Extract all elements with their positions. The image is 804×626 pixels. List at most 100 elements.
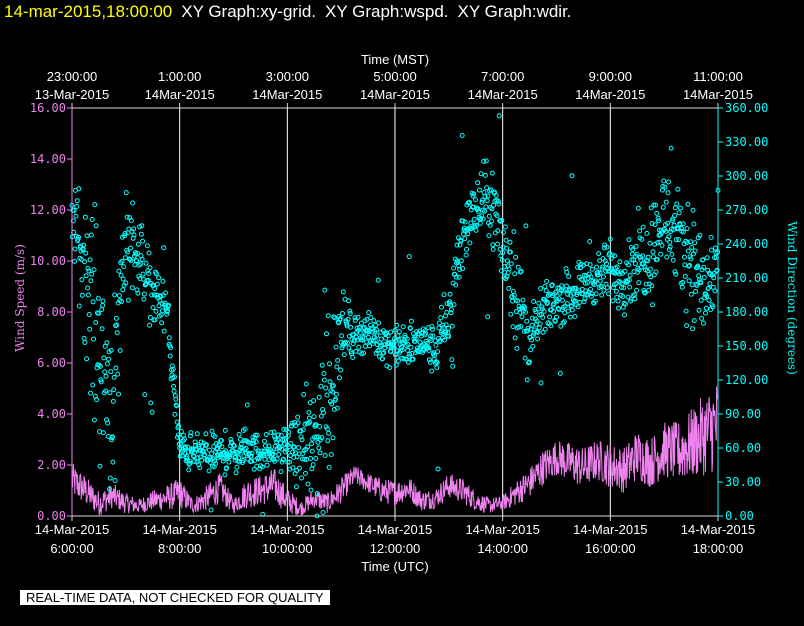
wind-direction-point <box>542 284 548 289</box>
wind-direction-point <box>678 225 684 231</box>
wind-direction-point <box>391 344 397 350</box>
wind-direction-point <box>108 347 114 353</box>
wind-direction-point <box>274 456 280 462</box>
wind-direction-point <box>106 356 112 362</box>
wind-direction-point <box>650 249 656 255</box>
left-tick-label-6: 12.00 <box>30 203 66 217</box>
wind-direction-point <box>460 266 466 272</box>
wind-direction-point <box>107 390 113 396</box>
wind-direction-point <box>160 278 166 284</box>
wind-direction-point <box>701 264 707 270</box>
wind-direction-point <box>206 447 212 453</box>
wind-direction-point <box>516 324 522 330</box>
wind-direction-point <box>379 342 385 348</box>
wind-direction-point <box>429 324 435 329</box>
wind-direction-point <box>482 208 488 214</box>
wind-direction-point <box>286 429 292 435</box>
wind-direction-point <box>308 487 314 493</box>
wind-direction-point <box>76 234 81 240</box>
right-tick-label-5: 150.00 <box>725 339 768 353</box>
wind-direction-point <box>662 184 668 190</box>
wind-direction-point <box>427 359 433 365</box>
wind-direction-point <box>122 255 128 261</box>
wind-direction-point <box>100 302 106 308</box>
wind-direction-point <box>123 280 129 286</box>
wind-direction-point <box>447 291 453 297</box>
wind-direction-point <box>206 468 212 474</box>
wind-direction-point <box>628 298 634 304</box>
wind-direction-point <box>301 392 307 397</box>
top-tick-date-0: 13-Mar-2015 <box>35 87 109 102</box>
wind-direction-point <box>685 201 691 207</box>
wind-direction-point <box>450 363 456 369</box>
wind-direction-point <box>710 304 716 310</box>
wind-direction-point <box>135 290 141 296</box>
wind-direction-point <box>650 302 655 308</box>
wind-direction-point <box>147 315 153 320</box>
wind-direction-point <box>81 242 87 248</box>
wind-direction-point <box>88 390 93 396</box>
wind-direction-point <box>319 435 325 441</box>
wind-direction-point <box>208 456 214 462</box>
wind-direction-point <box>587 239 593 244</box>
wind-direction-point <box>529 337 534 343</box>
wind-direction-point <box>489 218 494 224</box>
wind-direction-point <box>172 411 178 417</box>
wind-direction-point <box>153 271 159 277</box>
wind-direction-point <box>641 261 646 267</box>
wind-direction-point <box>655 215 661 221</box>
wind-direction-point <box>536 300 542 306</box>
wind-direction-point <box>574 292 580 298</box>
wind-direction-point <box>91 267 97 273</box>
wind-direction-point <box>333 396 339 402</box>
wind-direction-point <box>270 451 276 457</box>
wind-direction-point <box>306 409 312 415</box>
wind-direction-point <box>107 475 113 481</box>
wind-direction-point <box>308 456 314 461</box>
wind-direction-point <box>338 367 344 373</box>
wind-direction-point <box>192 439 198 445</box>
wind-direction-point <box>462 236 468 242</box>
wind-direction-point <box>427 357 432 363</box>
wind-direction-point <box>597 278 603 284</box>
wind-direction-point <box>232 457 238 463</box>
wind-direction-point <box>340 289 346 295</box>
wind-direction-point <box>287 459 292 465</box>
wind-direction-point <box>647 266 653 272</box>
wind-direction-point <box>610 298 616 304</box>
wind-direction-point <box>368 315 374 321</box>
wind-direction-point <box>139 257 145 262</box>
wind-direction-point <box>394 322 400 328</box>
wind-direction-point <box>320 510 326 515</box>
wind-direction-point <box>166 335 172 341</box>
top-axis-title: Time (MST) <box>361 52 429 67</box>
wind-direction-point <box>98 377 104 383</box>
wind-direction-point <box>636 280 642 286</box>
wind-direction-point <box>208 507 214 513</box>
wind-direction-point <box>540 314 546 320</box>
wind-direction-point <box>632 261 638 267</box>
wind-direction-point <box>121 264 127 270</box>
bottom-tick-time-1: 8:00:00 <box>158 541 201 556</box>
wind-direction-point <box>187 433 193 439</box>
wind-direction-point <box>432 338 438 344</box>
wind-direction-point <box>351 332 357 338</box>
wind-direction-point <box>423 330 429 336</box>
wind-direction-point <box>273 436 279 442</box>
wind-direction-point <box>136 273 142 279</box>
wind-direction-point <box>404 336 410 342</box>
wind-direction-point <box>551 301 557 307</box>
wind-direction-point <box>324 426 330 432</box>
wind-direction-point <box>486 233 492 239</box>
wind-direction-point <box>178 429 184 434</box>
wind-direction-point <box>298 428 304 434</box>
wind-direction-point <box>72 258 78 264</box>
wind-direction-point <box>462 219 468 225</box>
wind-direction-point <box>529 315 535 321</box>
wind-direction-point <box>284 447 290 453</box>
wind-direction-point <box>413 336 419 342</box>
wind-direction-point <box>239 448 245 454</box>
wind-direction-point <box>479 199 485 205</box>
wind-direction-point <box>97 363 103 369</box>
bottom-tick-date-2: 14-Mar-2015 <box>250 522 324 537</box>
